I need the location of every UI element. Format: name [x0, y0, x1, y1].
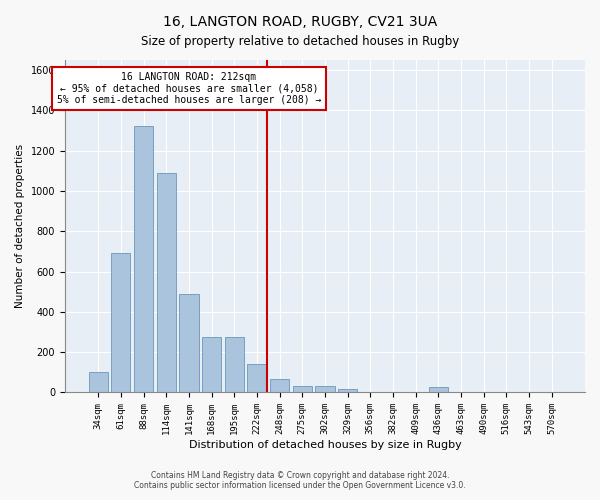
Bar [89, 372, 108, 392]
Bar [316, 386, 335, 392]
Bar [293, 386, 312, 392]
Text: Size of property relative to detached houses in Rugby: Size of property relative to detached ho… [141, 35, 459, 48]
Bar [179, 294, 199, 392]
Bar [247, 364, 266, 392]
Bar [202, 337, 221, 392]
Y-axis label: Number of detached properties: Number of detached properties [15, 144, 25, 308]
Text: 16, LANGTON ROAD, RUGBY, CV21 3UA: 16, LANGTON ROAD, RUGBY, CV21 3UA [163, 15, 437, 29]
Text: Contains HM Land Registry data © Crown copyright and database right 2024.
Contai: Contains HM Land Registry data © Crown c… [134, 470, 466, 490]
Bar [224, 337, 244, 392]
Text: 16 LANGTON ROAD: 212sqm
← 95% of detached houses are smaller (4,058)
5% of semi-: 16 LANGTON ROAD: 212sqm ← 95% of detache… [57, 72, 321, 105]
Bar [111, 254, 130, 392]
Bar [428, 387, 448, 392]
Bar [157, 173, 176, 392]
X-axis label: Distribution of detached houses by size in Rugby: Distribution of detached houses by size … [188, 440, 461, 450]
Bar [270, 380, 289, 392]
Bar [134, 126, 153, 392]
Bar [338, 390, 357, 392]
